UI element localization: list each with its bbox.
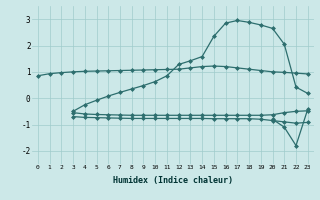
X-axis label: Humidex (Indice chaleur): Humidex (Indice chaleur) [113, 176, 233, 185]
